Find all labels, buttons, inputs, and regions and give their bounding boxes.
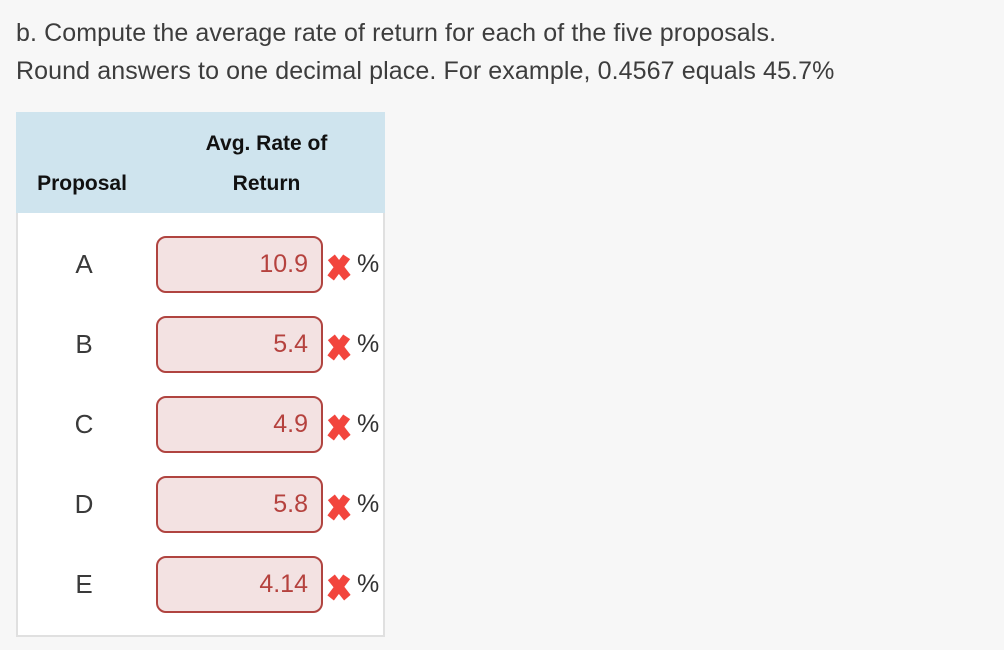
proposal-label: D bbox=[74, 488, 94, 519]
percent-suffix: % bbox=[357, 409, 380, 438]
table-row-proposal-e: E % bbox=[18, 544, 383, 624]
column-header-avg-rate-of-return: Avg. Rate of Return bbox=[148, 124, 385, 204]
answer-input-e[interactable] bbox=[156, 555, 323, 613]
percent-suffix: % bbox=[357, 249, 380, 278]
percent-suffix: % bbox=[357, 329, 380, 358]
question-line-2: Round answers to one decimal place. For … bbox=[16, 57, 835, 85]
column-header-proposal: Proposal bbox=[37, 172, 127, 195]
table-body: A % B % C % D bbox=[16, 213, 385, 637]
column-header-avg-line2: Return bbox=[232, 172, 301, 195]
incorrect-x-icon bbox=[327, 494, 351, 520]
answer-input-c[interactable] bbox=[156, 395, 323, 453]
question-line-1: b. Compute the average rate of return fo… bbox=[16, 19, 777, 47]
table-row-proposal-d: D % bbox=[18, 464, 383, 544]
table-row-proposal-a: A % bbox=[18, 224, 383, 304]
percent-suffix: % bbox=[357, 489, 380, 518]
answer-input-a[interactable] bbox=[156, 235, 323, 293]
column-header-avg-line1: Avg. Rate of bbox=[205, 132, 328, 155]
answer-input-d[interactable] bbox=[156, 475, 323, 533]
table-row-proposal-c: C % bbox=[18, 384, 383, 464]
proposal-label: E bbox=[75, 568, 93, 599]
table-row-proposal-b: B % bbox=[18, 304, 383, 384]
answer-input-b[interactable] bbox=[156, 315, 323, 373]
incorrect-x-icon bbox=[327, 574, 351, 600]
proposal-label: B bbox=[75, 328, 93, 359]
incorrect-x-icon bbox=[327, 254, 351, 280]
incorrect-x-icon bbox=[327, 334, 351, 360]
proposal-label: A bbox=[75, 248, 93, 279]
table-header: Proposal Avg. Rate of Return bbox=[16, 112, 385, 213]
proposals-table: Proposal Avg. Rate of Return A % B % bbox=[16, 112, 385, 637]
question-text: b. Compute the average rate of return fo… bbox=[16, 14, 986, 90]
proposal-label: C bbox=[74, 408, 94, 439]
percent-suffix: % bbox=[357, 569, 380, 598]
incorrect-x-icon bbox=[327, 414, 351, 440]
